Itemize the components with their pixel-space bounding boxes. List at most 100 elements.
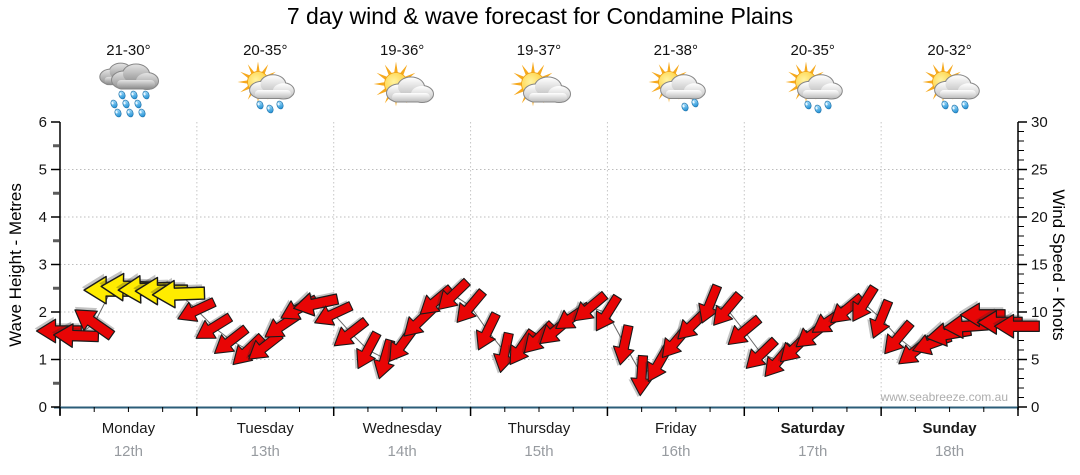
watermark: www.seabreeze.com.au <box>880 390 1008 404</box>
date-label: 18th <box>934 443 965 460</box>
wind-arrow <box>710 291 744 326</box>
wind-arrow <box>193 312 234 339</box>
rain-drop <box>824 100 832 110</box>
date-label: 17th <box>798 443 828 460</box>
rain-drop <box>118 90 126 100</box>
weather-icon-sun-shower-2 <box>648 62 706 112</box>
wind-arrow <box>992 312 1040 339</box>
day-column-thursday: 19-37° Thursday 15th <box>471 0 608 475</box>
weather-icon-rain <box>99 62 160 118</box>
day-column-saturday: 20-35° Saturday 17th <box>744 0 881 475</box>
left-axis-tick-label: 0 <box>39 399 47 416</box>
day-label: Sunday <box>922 420 977 437</box>
day-column-sunday: 20-32° Sunday 18th <box>881 0 1018 475</box>
day-column-friday: 21-38° Friday 16th <box>607 0 744 475</box>
rain-drop <box>122 99 130 109</box>
wind-arrow <box>211 324 250 354</box>
wind-arrow <box>491 331 515 374</box>
wind-arrow <box>312 300 354 326</box>
weather-icon-sun-shower-3 <box>785 62 843 114</box>
left-axis-tick-label: 4 <box>39 209 47 226</box>
wind-arrow <box>828 292 865 324</box>
left-axis-tick-label: 5 <box>39 162 47 179</box>
left-axis-tick-label: 6 <box>39 114 47 131</box>
wind-arrow <box>696 283 723 324</box>
right-axis-tick-label: 5 <box>1031 352 1039 369</box>
day-label: Tuesday <box>236 420 294 437</box>
right-axis-tick-label: 0 <box>1031 399 1039 416</box>
date-label: 16th <box>661 443 691 460</box>
weather-icon-sun-shower-3 <box>922 62 980 114</box>
temp-range-label: 21-30° <box>106 42 151 59</box>
day-column-tuesday: 20-35° Tuesday 13th <box>197 0 334 475</box>
cloud <box>933 74 980 100</box>
rain-drop <box>110 99 118 109</box>
cloud <box>659 74 706 100</box>
rain-drop <box>814 104 822 114</box>
wind-arrow <box>51 321 100 348</box>
rain-drop <box>691 98 699 108</box>
wind-arrow <box>571 290 609 322</box>
wind-arrow <box>175 296 217 322</box>
rain-drop <box>276 100 284 110</box>
wind-arrow <box>743 336 779 369</box>
wind-arrow <box>610 324 635 366</box>
temp-range-label: 21-38° <box>653 42 699 59</box>
wind-arrow <box>454 288 487 323</box>
right-axis-tick-label: 20 <box>1031 209 1048 226</box>
date-label: 12th <box>113 443 144 460</box>
wind-arrow <box>34 316 82 344</box>
weather-icon-sun-shower-3 <box>237 62 296 114</box>
rain-drop <box>941 100 949 110</box>
day-label: Saturday <box>780 420 845 437</box>
wind-arrow <box>74 306 116 341</box>
rain-drop <box>804 100 812 110</box>
right-axis-tick-label: 30 <box>1031 114 1048 131</box>
weather-icon-partly-cloudy <box>373 62 435 107</box>
rain-drop <box>256 100 264 110</box>
wind-arrow <box>371 338 396 380</box>
temp-range-label: 20-32° <box>927 42 972 59</box>
date-label: 14th <box>387 443 417 460</box>
cloud <box>386 76 435 103</box>
cloud <box>111 63 160 90</box>
cloud <box>249 74 296 100</box>
temp-range-label: 19-36° <box>379 42 425 59</box>
rain-drop <box>130 90 138 100</box>
wind-arrow <box>435 277 471 311</box>
wind-arrow <box>882 319 915 355</box>
right-axis-tick-label: 25 <box>1031 162 1048 179</box>
left-axis-tick-label: 1 <box>39 352 47 369</box>
date-label: 13th <box>250 443 280 460</box>
date-label: 15th <box>524 443 554 460</box>
temp-range-label: 20-35° <box>790 42 835 59</box>
rain-drop <box>114 108 122 118</box>
rain-drop <box>134 99 142 109</box>
temp-range-label: 20-35° <box>243 42 288 59</box>
wind-arrow <box>850 284 879 322</box>
left-axis-tick-label: 2 <box>39 304 47 321</box>
day-label: Wednesday <box>362 420 442 437</box>
wind-arrow <box>725 314 763 346</box>
day-column-wednesday: 19-36° Wednesday 14th <box>334 0 471 475</box>
wind-arrow <box>150 277 206 309</box>
wind-arrow <box>354 330 382 370</box>
wind-arrow <box>593 293 622 332</box>
wind-arrow <box>331 316 370 347</box>
page-title: 7 day wind & wave forecast for Condamine… <box>286 3 794 29</box>
rain-drop <box>126 108 134 118</box>
right-axis-tick-label: 15 <box>1031 257 1048 274</box>
rain-drop <box>951 104 959 114</box>
wind-arrow <box>291 290 340 317</box>
rain-drop <box>681 102 689 112</box>
rain-drop <box>266 104 274 114</box>
cloud <box>796 74 843 100</box>
day-label: Friday <box>655 420 697 437</box>
right-axis-tick-label: 10 <box>1031 304 1048 321</box>
weather-icon-partly-cloudy <box>510 62 571 107</box>
wind-arrow <box>867 298 894 339</box>
rain-drop <box>138 108 146 118</box>
wind-arrow <box>628 354 653 398</box>
